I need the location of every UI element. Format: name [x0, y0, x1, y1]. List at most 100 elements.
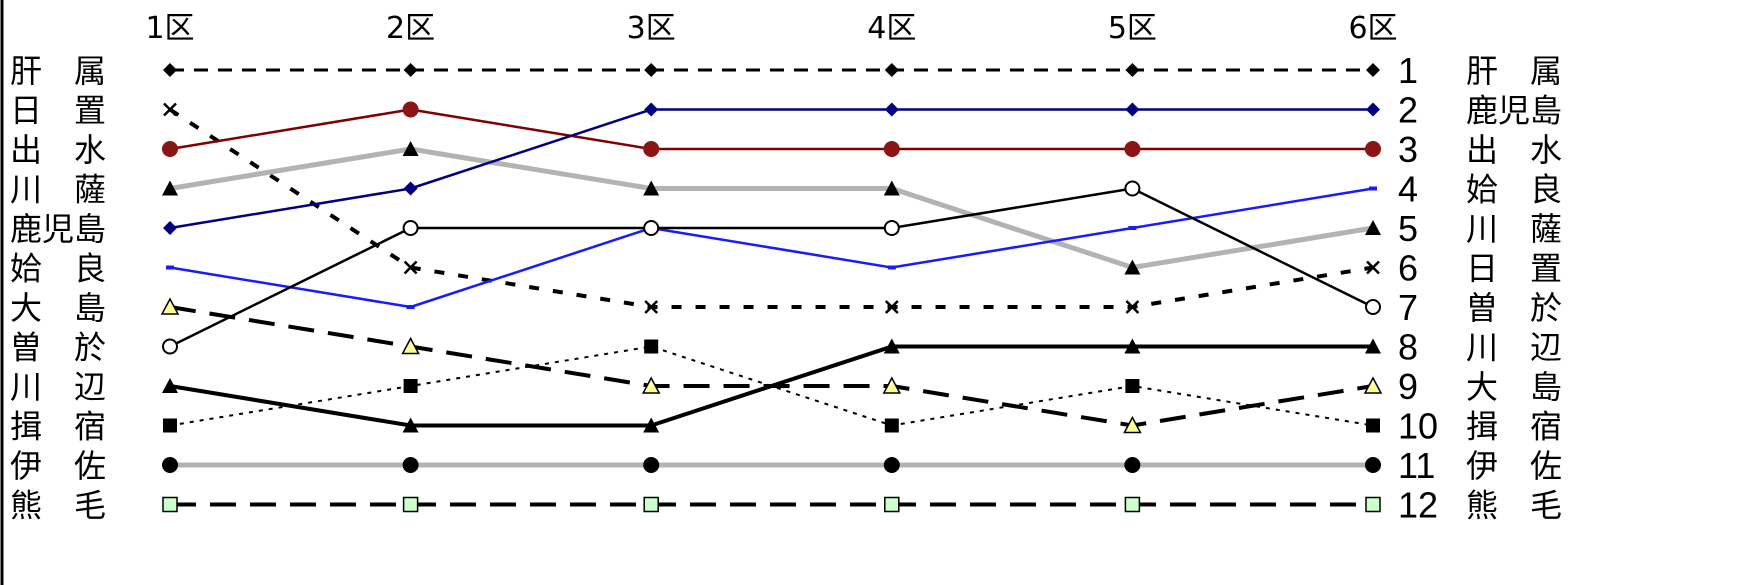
data-point — [163, 221, 177, 235]
rank-label: 8 — [1398, 327, 1418, 368]
data-point — [1365, 299, 1381, 315]
rank-label: 11 — [1398, 445, 1435, 486]
data-point — [884, 418, 899, 433]
data-point — [1366, 102, 1380, 117]
data-point — [1125, 102, 1140, 117]
data-point — [162, 180, 178, 196]
data-point — [162, 457, 178, 473]
data-point — [884, 496, 900, 513]
data-point — [1365, 141, 1381, 157]
data-point — [1124, 180, 1141, 197]
rank-label: 5 — [1398, 208, 1418, 249]
data-point — [643, 496, 659, 513]
rank-label: 1 — [1398, 50, 1418, 91]
data-point — [643, 180, 660, 196]
rank-label: 12 — [1398, 485, 1438, 526]
right-team-label: 姶 良 — [1466, 171, 1562, 209]
data-point — [883, 338, 900, 354]
data-point — [402, 496, 419, 513]
rank-label: 2 — [1398, 90, 1418, 131]
series-line — [169, 108, 1373, 151]
series-line — [169, 146, 1374, 270]
right-team-label: 川 薩 — [1466, 210, 1562, 248]
right-team-label: 大 島 — [1466, 368, 1562, 406]
data-point — [1125, 63, 1140, 77]
left-team-label: 出 水 — [10, 131, 106, 169]
data-point — [401, 336, 420, 355]
left-team-label: 肝 属 — [10, 52, 106, 90]
data-point — [403, 379, 418, 393]
data-point — [402, 417, 419, 433]
left-team-label: 日 置 — [10, 92, 106, 130]
data-point — [883, 180, 900, 196]
stage-label: 4区 — [867, 11, 916, 46]
rank-label: 3 — [1398, 129, 1418, 170]
left-team-label: 揖 宿 — [10, 408, 106, 446]
data-point — [166, 265, 174, 270]
data-point — [1125, 300, 1140, 314]
stage-label: 1区 — [145, 11, 194, 46]
data-point — [641, 376, 661, 394]
data-point — [643, 220, 660, 236]
data-point — [644, 339, 659, 354]
right-team-label: 出 水 — [1466, 131, 1562, 169]
data-point — [1124, 338, 1141, 354]
data-point — [882, 376, 902, 394]
rank-label: 6 — [1398, 248, 1418, 289]
left-team-label: 川 薩 — [10, 171, 106, 209]
data-point — [643, 457, 660, 473]
data-point — [162, 496, 178, 513]
right-team-label: 揖 宿 — [1466, 408, 1562, 446]
right-team-label: 曽 於 — [1466, 289, 1562, 327]
data-point — [643, 417, 660, 433]
stage-label: 2区 — [386, 11, 435, 46]
data-point — [1369, 186, 1377, 191]
data-point — [887, 265, 896, 270]
left-team-label: 熊 毛 — [10, 487, 106, 525]
data-point — [1124, 141, 1141, 157]
data-point — [644, 102, 659, 117]
series-line — [169, 345, 1374, 427]
data-point — [1124, 496, 1141, 513]
data-point — [1365, 457, 1381, 473]
data-point — [406, 305, 415, 309]
data-point — [883, 141, 900, 157]
left-team-label: 伊 佐 — [10, 447, 106, 485]
data-point — [162, 378, 178, 393]
data-point — [643, 141, 660, 157]
data-point — [402, 141, 419, 156]
stage-label: 5区 — [1108, 11, 1157, 46]
rank-label: 4 — [1398, 169, 1418, 210]
data-point — [1128, 226, 1137, 230]
data-point — [403, 181, 418, 196]
stage-label: 6区 — [1348, 11, 1397, 46]
data-point — [883, 457, 900, 473]
data-point — [883, 220, 900, 236]
data-point — [402, 101, 419, 118]
data-point — [1365, 496, 1381, 513]
data-point — [1365, 220, 1381, 235]
left-team-label: 川 辺 — [10, 368, 106, 406]
data-point — [1365, 338, 1381, 354]
series-line — [169, 187, 1374, 309]
right-team-label: 川 辺 — [1466, 329, 1562, 367]
data-point — [1124, 259, 1141, 275]
series-line — [169, 305, 1374, 428]
left-team-label: 鹿児島 — [10, 210, 106, 248]
right-team-label: 鹿児島 — [1466, 92, 1562, 130]
data-point — [644, 300, 659, 314]
data-point — [403, 260, 418, 275]
series-line — [169, 344, 1373, 428]
data-point — [1125, 379, 1140, 393]
data-point — [1123, 415, 1142, 434]
series-line — [169, 108, 1373, 230]
data-point — [1124, 457, 1141, 473]
series-line — [168, 107, 1374, 309]
data-point — [1366, 418, 1380, 433]
data-point — [403, 63, 418, 77]
left-team-label: 大 島 — [10, 289, 106, 327]
data-point — [163, 102, 177, 117]
data-point — [884, 63, 899, 77]
right-team-label: 伊 佐 — [1466, 447, 1562, 485]
